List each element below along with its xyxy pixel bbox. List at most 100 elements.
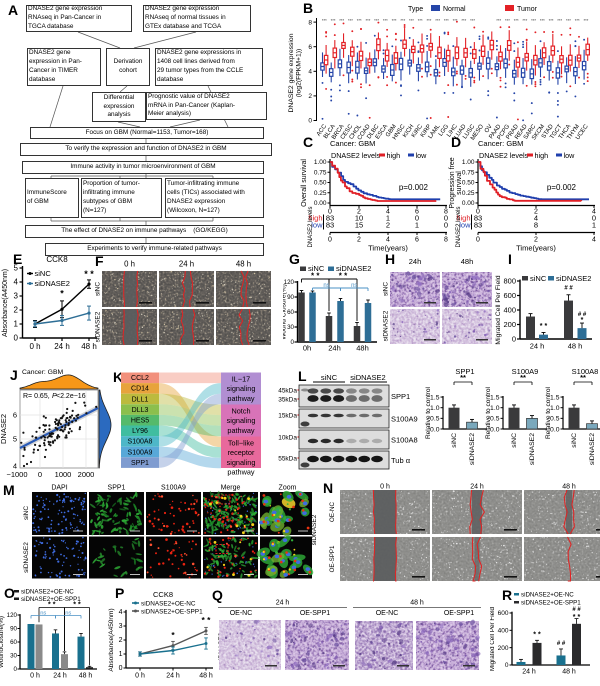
svg-text:2: 2	[357, 237, 361, 244]
svg-text:*: *	[581, 317, 584, 324]
svg-text:8: 8	[444, 209, 448, 216]
svg-text:pathway: pathway	[227, 426, 255, 435]
svg-text:5: 5	[14, 264, 19, 273]
svg-text:OV: OV	[484, 124, 494, 135]
svg-text:83: 83	[326, 221, 334, 230]
svg-text:***: ***	[505, 18, 510, 23]
svg-text:1.0: 1.0	[550, 405, 560, 412]
svg-text:I: I	[508, 252, 512, 267]
svg-text:2: 2	[534, 237, 538, 244]
svg-text:30: 30	[10, 653, 17, 660]
svg-text:D: D	[451, 134, 461, 150]
svg-text:2: 2	[14, 306, 19, 315]
svg-text:siNC: siNC	[383, 282, 390, 296]
svg-text:CD14: CD14	[131, 386, 149, 393]
svg-text:Migrated Cell Per Field: Migrated Cell Per Field	[495, 275, 502, 344]
svg-text:IL−17: IL−17	[232, 375, 250, 384]
svg-text:10kDa: 10kDa	[278, 435, 297, 442]
svg-text:ns: ns	[65, 611, 71, 617]
svg-text:24 h: 24 h	[470, 484, 484, 491]
svg-text:***: ***	[583, 18, 588, 23]
svg-text:R: R	[502, 588, 512, 603]
svg-text:signaling: signaling	[227, 458, 256, 467]
svg-text:24 h: 24 h	[276, 600, 290, 607]
svg-text:0h: 0h	[303, 344, 311, 353]
svg-text:receptor: receptor	[228, 448, 255, 457]
svg-text:***: ***	[453, 18, 458, 23]
svg-text:24 h: 24 h	[522, 669, 536, 676]
svg-text:***: ***	[470, 18, 475, 23]
svg-text:24 h: 24 h	[53, 673, 67, 680]
svg-text:* *: * *	[311, 272, 320, 281]
svg-text:4: 4	[14, 278, 19, 287]
svg-text:Time(years): Time(years)	[368, 244, 408, 253]
svg-text:Time(years): Time(years)	[516, 244, 556, 253]
svg-text:8: 8	[308, 19, 312, 26]
svg-text:***: ***	[418, 18, 423, 23]
svg-text:siDNASE2: siDNASE2	[469, 433, 476, 465]
svg-text:0: 0	[444, 214, 448, 223]
svg-text:2: 2	[534, 209, 538, 216]
svg-text:30: 30	[287, 324, 294, 331]
svg-text:Toll−like: Toll−like	[228, 439, 254, 448]
svg-text:0: 0	[308, 118, 312, 125]
svg-text:3: 3	[119, 623, 123, 630]
svg-text:F: F	[95, 253, 104, 269]
svg-text:DNASE2 levels: DNASE2 levels	[308, 206, 314, 247]
svg-text:0.00: 0.00	[462, 200, 475, 207]
svg-text:***: ***	[461, 18, 466, 23]
svg-text:SPP1: SPP1	[131, 460, 149, 467]
svg-text:S100A8: S100A8	[128, 439, 153, 446]
svg-text:−1000: −1000	[6, 470, 27, 479]
svg-text:400: 400	[498, 628, 509, 635]
svg-text:4: 4	[386, 237, 390, 244]
svg-text:siDNASE2: siDNASE2	[383, 310, 390, 341]
svg-text:200: 200	[503, 320, 516, 329]
svg-text:0.0: 0.0	[490, 426, 500, 433]
svg-text:1.00: 1.00	[462, 159, 475, 166]
svg-text:0 h: 0 h	[124, 260, 135, 269]
svg-text:J: J	[10, 367, 18, 383]
svg-text:Zoom: Zoom	[279, 485, 297, 492]
svg-text:0: 0	[291, 339, 295, 346]
svg-text:S100A9: S100A9	[391, 415, 418, 424]
svg-text:0: 0	[328, 237, 332, 244]
svg-text:48 h: 48 h	[199, 673, 213, 680]
svg-text:C: C	[303, 134, 313, 150]
svg-text:2: 2	[308, 93, 312, 100]
svg-text:0: 0	[14, 334, 19, 343]
svg-text:0.75: 0.75	[314, 169, 327, 176]
svg-text:24 h: 24 h	[179, 260, 194, 269]
svg-text:siDNASE2: siDNASE2	[556, 274, 591, 283]
svg-text:OE-NC: OE-NC	[230, 610, 253, 617]
svg-text:0: 0	[512, 335, 516, 344]
svg-text:B: B	[303, 0, 313, 16]
svg-text:48 h: 48 h	[562, 484, 576, 491]
svg-text:0.0: 0.0	[550, 426, 560, 433]
svg-text:24 h: 24 h	[530, 342, 545, 351]
svg-text:***: ***	[575, 18, 580, 23]
svg-text:# #: # #	[557, 641, 566, 647]
svg-text:WoundClosure(%): WoundClosure(%)	[0, 616, 5, 668]
svg-text:48h: 48h	[461, 257, 474, 266]
svg-text:0: 0	[476, 209, 480, 216]
svg-text:1.0: 1.0	[490, 405, 500, 412]
svg-text:120: 120	[7, 612, 18, 619]
svg-text:***: ***	[400, 18, 405, 23]
svg-text:L: L	[298, 368, 307, 384]
svg-text:90: 90	[10, 626, 17, 633]
svg-text:2: 2	[357, 209, 361, 216]
svg-text:siDNASE2: siDNASE2	[350, 373, 385, 382]
svg-text:LY96: LY96	[132, 428, 148, 435]
svg-text:0: 0	[38, 470, 42, 479]
svg-text:1: 1	[14, 320, 19, 329]
svg-text:DNASE2 levels: DNASE2 levels	[479, 151, 529, 160]
svg-text:Progression free: Progression free	[449, 157, 456, 208]
svg-text:* *: * *	[73, 602, 81, 609]
svg-text:CCL2: CCL2	[131, 375, 149, 382]
svg-text:83: 83	[474, 214, 482, 223]
svg-text:35kDa: 35kDa	[278, 397, 297, 404]
svg-text:55kDa: 55kDa	[278, 456, 297, 463]
svg-text:siDNASE2: siDNASE2	[312, 514, 318, 545]
svg-text:Type: Type	[408, 6, 423, 13]
